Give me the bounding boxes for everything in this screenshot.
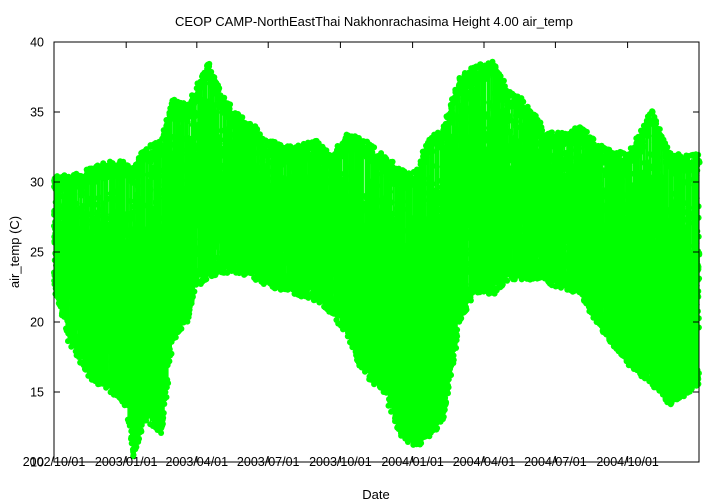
data-point: [216, 85, 223, 92]
data-points: [51, 58, 703, 460]
data-point: [65, 173, 72, 180]
data-point: [206, 63, 213, 70]
chart-title: CEOP CAMP-NorthEastThai Nakhonrachasima …: [175, 14, 573, 29]
